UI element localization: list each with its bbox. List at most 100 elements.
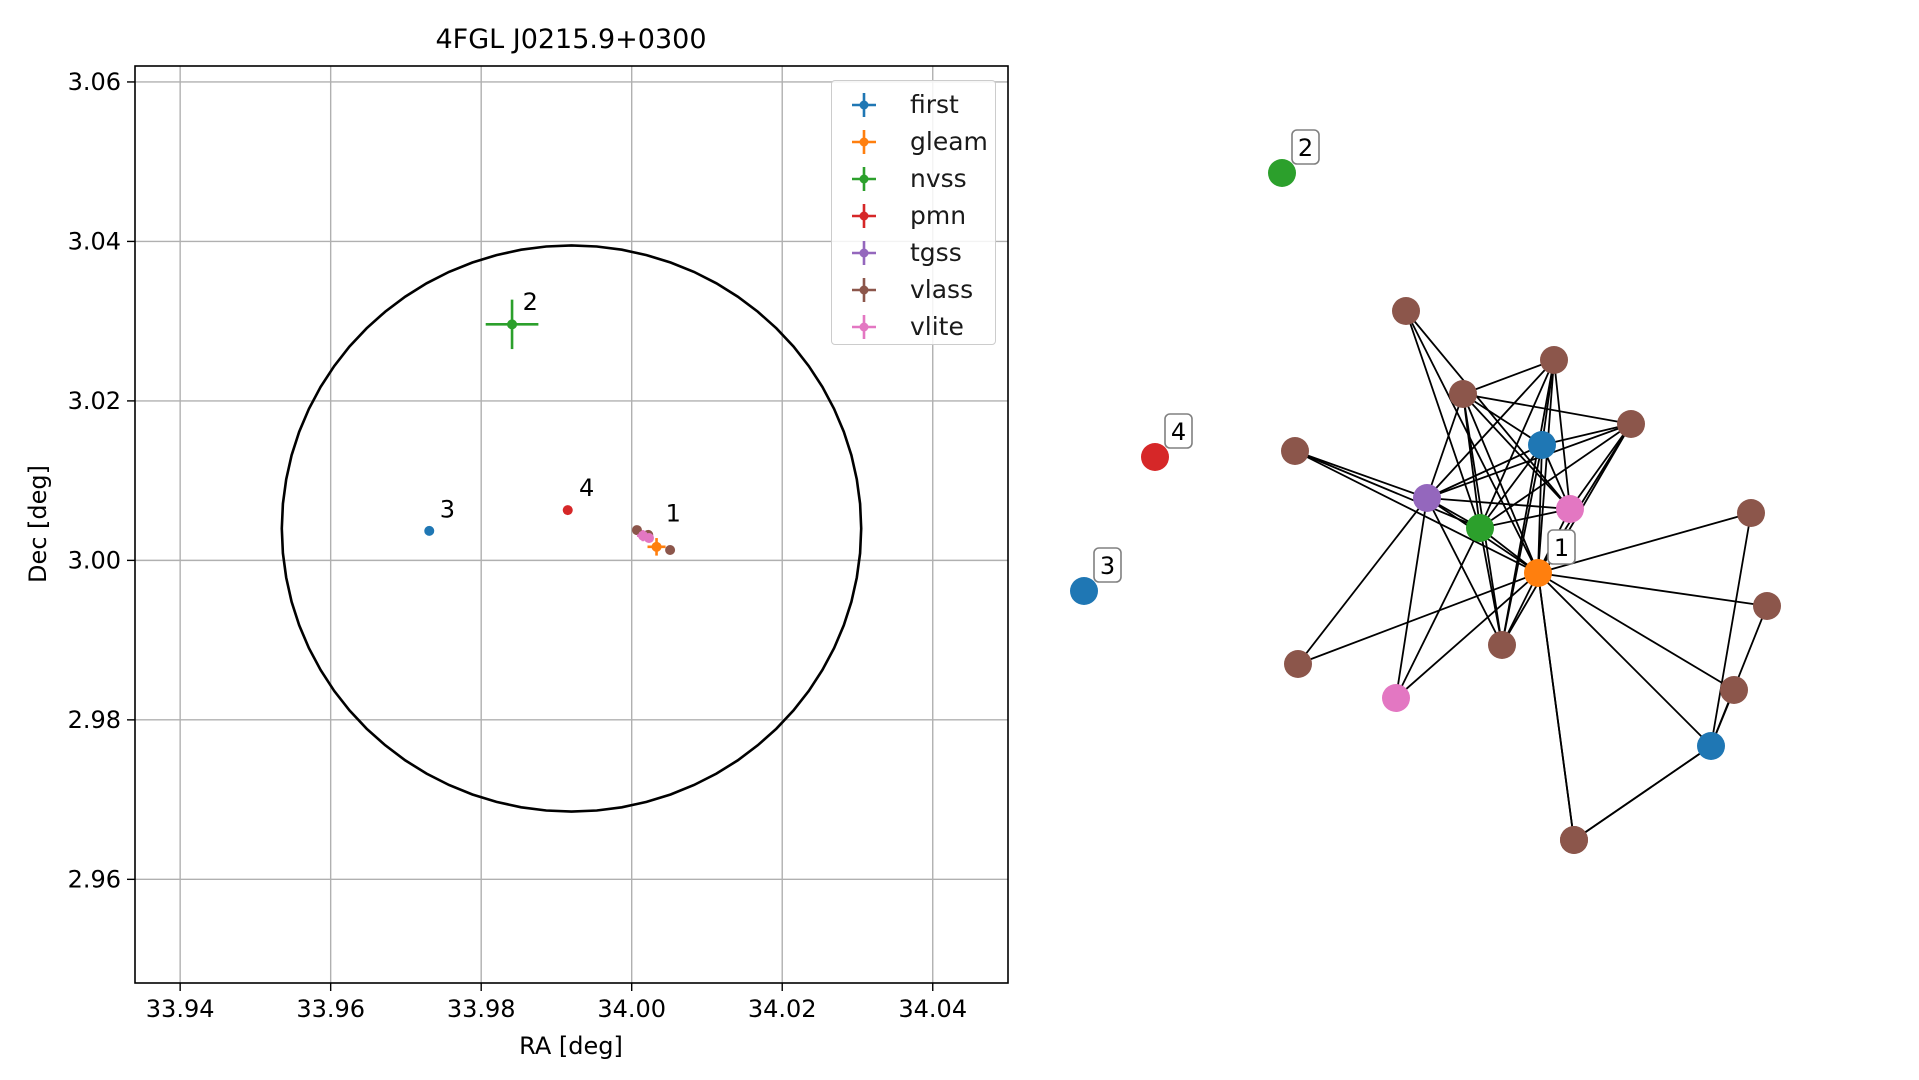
graph-edge bbox=[1479, 508, 1571, 529]
graph-node bbox=[1697, 732, 1725, 760]
localization-circle-layer bbox=[280, 244, 863, 813]
y-tick-label: 3.06 bbox=[68, 68, 121, 96]
graph-node bbox=[1070, 577, 1098, 605]
graph-edge bbox=[1297, 497, 1428, 665]
graph-node bbox=[1617, 410, 1645, 438]
y-tick-label: 3.02 bbox=[68, 387, 121, 415]
graph-edge bbox=[1573, 745, 1712, 841]
graph-node bbox=[1413, 484, 1441, 512]
graph-node-label: 4 bbox=[1171, 418, 1186, 446]
annotation-label: 1 bbox=[666, 499, 681, 527]
graph-node bbox=[1268, 159, 1296, 187]
x-tick-label: 34.02 bbox=[748, 995, 817, 1023]
graph-node bbox=[1141, 443, 1169, 471]
x-tick-label: 33.94 bbox=[146, 995, 215, 1023]
graph-edge bbox=[1462, 393, 1571, 510]
data-marks bbox=[424, 299, 676, 556]
legend: first gleam nvss pmn tgss vlass vlite bbox=[831, 80, 996, 345]
graph-edge bbox=[1294, 450, 1481, 529]
graph-edge bbox=[1426, 359, 1555, 499]
legend-label: tgss bbox=[910, 238, 962, 267]
legend-label: gleam bbox=[910, 127, 988, 156]
graph-edge bbox=[1710, 512, 1752, 747]
graph-node bbox=[1737, 499, 1765, 527]
graph-node bbox=[1560, 826, 1588, 854]
graph-edge bbox=[1537, 572, 1735, 691]
legend-item-nvss: nvss bbox=[832, 161, 995, 198]
annotations: 1 2 3 4 bbox=[440, 288, 681, 527]
legend-marker bbox=[852, 241, 876, 265]
annotation-label: 4 bbox=[579, 474, 594, 502]
graph-edge bbox=[1537, 572, 1712, 747]
graph-edge bbox=[1426, 497, 1571, 510]
graph-node bbox=[1528, 431, 1556, 459]
graph-node bbox=[1382, 684, 1410, 712]
graph-edge bbox=[1395, 572, 1539, 699]
x-tick-label: 34.00 bbox=[597, 995, 666, 1023]
graph-edge bbox=[1541, 423, 1632, 446]
graph-edge bbox=[1395, 527, 1481, 699]
graph-edge bbox=[1553, 359, 1571, 510]
legend-item-tgss: tgss bbox=[832, 235, 995, 272]
legend-marker bbox=[852, 93, 876, 117]
graph-node-label-box bbox=[1093, 547, 1122, 583]
legend-label: vlass bbox=[910, 275, 974, 304]
graph-edge bbox=[1501, 444, 1543, 646]
graph-node bbox=[1488, 631, 1516, 659]
annotation-label: 2 bbox=[523, 288, 538, 316]
graph-node-label-box bbox=[1547, 529, 1576, 565]
graph-node bbox=[1466, 514, 1494, 542]
graph-edge bbox=[1537, 444, 1543, 574]
y-tick-label: 3.04 bbox=[68, 227, 121, 255]
pmn-point bbox=[562, 505, 573, 516]
graph-edge bbox=[1395, 497, 1428, 699]
chart-title: 4FGL J0215.9+0300 bbox=[435, 24, 706, 55]
legend-item-vlass: vlass bbox=[832, 272, 995, 309]
y-tick-label: 2.96 bbox=[68, 865, 121, 893]
legend-label: first bbox=[910, 90, 959, 119]
vlite-point bbox=[644, 533, 655, 544]
gleam-point bbox=[651, 541, 662, 552]
plot-frame bbox=[134, 65, 1009, 984]
network-graph: 1 2 3 4 bbox=[1070, 129, 1781, 854]
graph-node bbox=[1540, 346, 1568, 374]
first-point bbox=[424, 525, 435, 536]
graph-edge bbox=[1426, 497, 1503, 646]
legend-marker bbox=[852, 204, 876, 228]
legend-item-gleam: gleam bbox=[832, 124, 995, 161]
x-tick-label: 33.98 bbox=[447, 995, 516, 1023]
legend-marker bbox=[852, 315, 876, 339]
graph-edge bbox=[1462, 393, 1543, 446]
legend-label: pmn bbox=[910, 201, 967, 230]
graph-edge bbox=[1426, 393, 1464, 499]
graph-edge bbox=[1405, 310, 1481, 529]
graph-node bbox=[1281, 437, 1309, 465]
graph-node-label: 3 bbox=[1100, 552, 1115, 580]
legend-label: vlite bbox=[910, 312, 964, 341]
y-ticks: 2.96 2.98 3.00 3.02 3.04 3.06 bbox=[68, 68, 135, 893]
graph-node bbox=[1720, 676, 1748, 704]
localization-circle bbox=[280, 244, 863, 813]
legend-item-pmn: pmn bbox=[832, 198, 995, 235]
x-tick-label: 33.96 bbox=[296, 995, 365, 1023]
graph-node-label: 1 bbox=[1554, 534, 1569, 562]
graph-edge bbox=[1297, 572, 1539, 665]
annotation-label: 3 bbox=[440, 495, 455, 523]
graph-node bbox=[1392, 297, 1420, 325]
graph-node-label: 2 bbox=[1298, 134, 1313, 162]
x-axis-label: RA [deg] bbox=[519, 1032, 623, 1060]
graph-edge bbox=[1479, 527, 1503, 646]
graph-edge bbox=[1405, 310, 1539, 574]
graph-node bbox=[1449, 380, 1477, 408]
graph-edge bbox=[1294, 450, 1428, 499]
y-tick-label: 2.98 bbox=[68, 706, 121, 734]
nvss-point bbox=[507, 319, 518, 330]
graph-edge bbox=[1479, 359, 1555, 529]
legend-item-first: first bbox=[832, 87, 995, 124]
graph-node bbox=[1284, 650, 1312, 678]
x-ticks: 33.94 33.96 33.98 34.00 34.02 34.04 bbox=[146, 983, 967, 1023]
graph-edge bbox=[1426, 444, 1543, 499]
legend-marker bbox=[852, 167, 876, 191]
legend-marker bbox=[852, 278, 876, 302]
y-axis-label: Dec [deg] bbox=[24, 465, 52, 583]
